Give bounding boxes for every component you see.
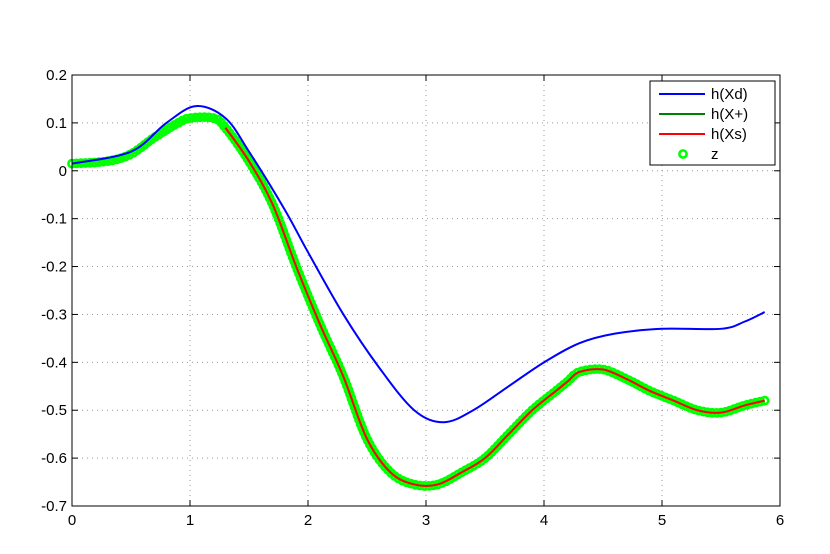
legend: h(Xd) h(X+) h(Xs) z xyxy=(649,80,776,166)
y-tick-label: -0.7 xyxy=(41,498,67,515)
data-point-z xyxy=(190,112,201,123)
y-tick-label: -0.1 xyxy=(41,211,67,228)
series-path-z xyxy=(72,117,765,486)
data-point-z xyxy=(85,157,95,168)
x-tick-label: 5 xyxy=(658,512,666,529)
y-tick-label: -0.4 xyxy=(41,354,67,371)
data-point-z xyxy=(195,112,205,123)
y-tick-label: -0.3 xyxy=(41,306,67,323)
legend-label: h(Xs) xyxy=(711,126,747,143)
x-tick-label: 0 xyxy=(68,512,76,529)
legend-label: h(Xd) xyxy=(711,86,748,103)
series-line-h(Xs) xyxy=(224,127,765,487)
y-tick-label: 0.1 xyxy=(46,115,67,132)
x-tick-label: 6 xyxy=(776,512,784,529)
y-tick-label: -0.2 xyxy=(41,259,67,276)
series-line-h(Xd) xyxy=(71,105,766,424)
legend-label: z xyxy=(711,146,719,163)
x-tick-label: 1 xyxy=(186,512,194,529)
y-tick-label: -0.6 xyxy=(41,450,67,467)
data-point-z xyxy=(204,112,214,123)
legend-marker-z xyxy=(678,149,688,159)
data-point-z xyxy=(181,113,192,124)
plot-area xyxy=(67,105,770,491)
y-tick-label: 0 xyxy=(59,163,67,180)
x-tick-label: 2 xyxy=(304,512,312,529)
x-tick-label: 3 xyxy=(422,512,430,529)
legend-label: h(X+) xyxy=(711,106,748,123)
data-point-z xyxy=(89,157,100,168)
y-tick-label: -0.5 xyxy=(41,402,67,419)
x-tick-label: 4 xyxy=(540,512,548,529)
y-tick-label: 0.2 xyxy=(46,67,67,84)
data-point-z xyxy=(199,112,210,123)
ticks: 0 1 2 3 4 5 6 0.2 0.1 0 -0.1 -0.2 -0.3 -0.4 -0.5 -0.6 -0… xyxy=(41,67,784,529)
series-line-h(X+) xyxy=(224,127,765,487)
data-point-z xyxy=(186,113,196,123)
